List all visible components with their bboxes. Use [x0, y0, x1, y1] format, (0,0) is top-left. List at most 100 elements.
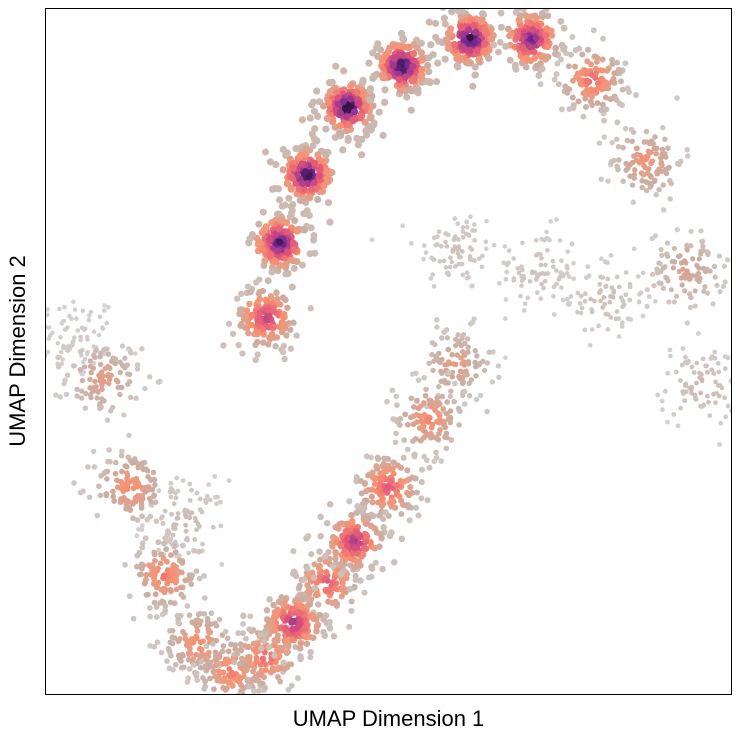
scatter-point	[271, 652, 278, 659]
scatter-point	[185, 656, 192, 663]
scatter-point	[443, 430, 450, 437]
scatter-point	[296, 645, 304, 652]
scatter-point	[292, 569, 299, 576]
scatter-point	[313, 579, 320, 586]
scatter-point	[379, 565, 386, 573]
scatter-point	[303, 640, 311, 647]
scatter-point	[411, 413, 417, 419]
scatter-point	[398, 510, 405, 518]
scatter-point	[670, 265, 677, 271]
scatter-point	[222, 628, 229, 635]
scatter-point	[652, 134, 658, 140]
scatter-point	[631, 246, 637, 252]
scatter-point	[115, 384, 121, 391]
scatter-point	[277, 217, 285, 225]
scatter-point	[238, 290, 245, 298]
scatter-point	[173, 586, 180, 593]
scatter-point	[245, 676, 251, 683]
scatter-point	[168, 577, 175, 584]
scatter-point	[426, 78, 434, 86]
scatter-point	[132, 494, 139, 501]
scatter-point	[464, 59, 472, 67]
y-axis-label: UMAP Dimension 2	[5, 255, 30, 447]
scatter-point	[596, 140, 603, 146]
scatter-point	[228, 641, 234, 648]
scatter-point	[142, 385, 148, 392]
scatter-point	[161, 540, 167, 547]
scatter-point	[281, 201, 289, 209]
scatter-point	[375, 108, 383, 116]
scatter-point	[460, 272, 466, 278]
scatter-point	[469, 82, 477, 90]
scatter-point	[716, 393, 722, 399]
scatter-point	[599, 56, 606, 63]
scatter-point	[722, 354, 728, 359]
scatter-point	[459, 31, 467, 39]
scatter-point	[97, 314, 103, 320]
scatter-point	[434, 59, 442, 67]
scatter-point	[314, 591, 321, 598]
scatter-point	[158, 586, 165, 593]
scatter-point	[447, 393, 453, 400]
scatter-point	[187, 515, 193, 521]
scatter-point	[66, 344, 71, 349]
scatter-point	[270, 323, 277, 331]
scatter-point	[678, 405, 684, 411]
scatter-point	[136, 495, 143, 502]
scatter-point	[322, 125, 330, 133]
scatter-point	[690, 256, 696, 262]
scatter-point	[243, 635, 249, 642]
scatter-point	[334, 601, 341, 608]
scatter-point	[100, 326, 106, 331]
scatter-point	[134, 533, 140, 539]
scatter-point	[344, 136, 352, 144]
scatter-point	[194, 635, 200, 642]
scatter-point	[393, 482, 400, 489]
scatter-point	[660, 182, 666, 188]
scatter-point	[103, 492, 110, 499]
scatter-point	[102, 365, 109, 372]
scatter-point	[429, 340, 435, 346]
scatter-point	[667, 177, 673, 184]
scatter-point	[186, 612, 193, 619]
scatter-point	[604, 67, 610, 74]
scatter-point	[290, 246, 298, 254]
scatter-point	[78, 348, 84, 355]
scatter-point	[722, 395, 728, 401]
scatter-point	[366, 85, 375, 93]
scatter-point	[360, 504, 368, 512]
scatter-point	[371, 481, 379, 488]
scatter-point	[497, 23, 505, 31]
scatter-point	[336, 109, 344, 117]
scatter-point	[645, 148, 652, 155]
scatter-point	[386, 532, 394, 540]
scatter-point	[688, 294, 694, 301]
scatter-point	[280, 321, 287, 328]
scatter-point	[338, 560, 345, 568]
scatter-point	[193, 568, 200, 574]
scatter-point	[479, 10, 487, 18]
scatter-point	[171, 501, 177, 507]
scatter-point	[515, 265, 521, 271]
scatter-point	[258, 671, 265, 678]
scatter-point	[77, 489, 84, 496]
scatter-point	[472, 359, 478, 366]
scatter-point	[363, 533, 371, 540]
scatter-point	[627, 281, 633, 287]
scatter-point	[196, 575, 203, 582]
scatter-point	[168, 494, 174, 500]
scatter-point	[201, 686, 208, 692]
scatter-point	[105, 371, 111, 378]
scatter-point	[253, 648, 259, 655]
scatter-point	[362, 538, 370, 545]
scatter-point	[238, 642, 245, 649]
scatter-point	[560, 44, 568, 51]
scatter-point	[280, 659, 287, 667]
scatter-point	[261, 649, 268, 656]
scatter-point	[322, 151, 330, 159]
scatter-point	[197, 664, 204, 671]
scatter-point	[105, 458, 111, 465]
scatter-point	[696, 278, 702, 285]
scatter-point	[418, 418, 425, 425]
scatter-point	[588, 296, 594, 302]
